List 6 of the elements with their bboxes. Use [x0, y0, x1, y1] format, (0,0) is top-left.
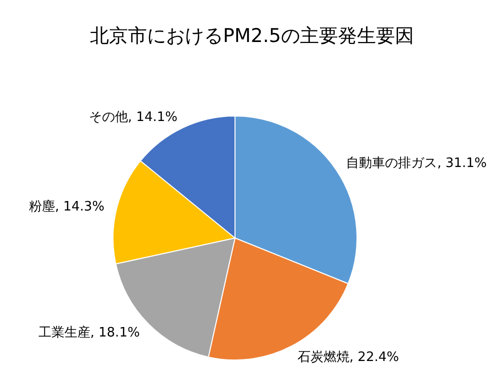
chart-title: 北京市におけるPM2.5の主要発生要因	[90, 25, 414, 47]
slice-label: 粉塵, 14.3%	[28, 200, 105, 215]
slice-label: 石炭燃焼, 22.4%	[297, 350, 399, 365]
slice-label: その他, 14.1%	[88, 110, 178, 125]
slice-label: 自動車の排ガス, 31.1%	[346, 156, 487, 171]
slice-label: 工業生産, 18.1%	[38, 324, 140, 341]
